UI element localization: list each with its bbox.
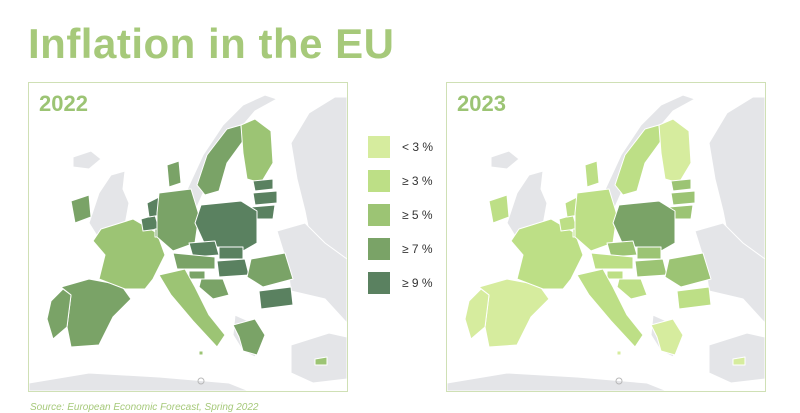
country-dk bbox=[166, 160, 182, 188]
panel-year-label: 2022 bbox=[39, 91, 88, 116]
legend-label: < 3 % bbox=[402, 140, 434, 154]
country-sk bbox=[218, 246, 244, 260]
legend-label: ≥ 5 % bbox=[402, 208, 433, 222]
eu-map-2022 bbox=[29, 94, 347, 391]
country-hu bbox=[216, 258, 250, 278]
country-hr bbox=[198, 278, 230, 300]
country-it bbox=[576, 268, 644, 348]
country-at bbox=[590, 252, 634, 270]
country-ie bbox=[488, 194, 510, 224]
source-note: Source: European Economic Forecast, Spri… bbox=[30, 402, 259, 413]
legend-item: ≥ 3 % bbox=[368, 170, 442, 194]
legend-swatch bbox=[368, 170, 390, 192]
legend-swatch bbox=[368, 136, 390, 158]
country-de bbox=[574, 188, 618, 252]
country-ro bbox=[664, 252, 712, 288]
country-fi bbox=[240, 118, 274, 184]
legend-item: ≥ 7 % bbox=[368, 238, 442, 262]
country-cy bbox=[732, 356, 746, 366]
country-gr bbox=[650, 318, 684, 356]
country-pl bbox=[612, 200, 676, 252]
country-mt bbox=[198, 350, 204, 356]
legend-swatch bbox=[368, 204, 390, 226]
country-es bbox=[478, 278, 550, 348]
country-sk bbox=[636, 246, 662, 260]
country-it bbox=[158, 268, 226, 348]
legend-item: < 3 % bbox=[368, 136, 442, 160]
country-ro bbox=[246, 252, 294, 288]
country-at bbox=[172, 252, 216, 270]
compass-icon bbox=[197, 377, 205, 385]
country-fi bbox=[658, 118, 692, 184]
country-bg bbox=[676, 286, 712, 310]
country-lv bbox=[252, 190, 278, 206]
country-si bbox=[606, 270, 624, 280]
legend-item: ≥ 5 % bbox=[368, 204, 442, 228]
country-pt bbox=[46, 288, 72, 340]
country-ee bbox=[252, 178, 274, 192]
country-pl bbox=[194, 200, 258, 252]
legend-swatch bbox=[368, 272, 390, 294]
legend-label: ≥ 9 % bbox=[402, 276, 433, 290]
compass-icon bbox=[615, 377, 623, 385]
legend-swatch bbox=[368, 238, 390, 260]
country-de bbox=[156, 188, 200, 252]
country-es bbox=[60, 278, 132, 348]
iceland-landmass bbox=[72, 150, 102, 170]
country-si bbox=[188, 270, 206, 280]
country-gr bbox=[232, 318, 266, 356]
country-pt bbox=[464, 288, 490, 340]
map-panel-2022: 2022 bbox=[28, 82, 348, 392]
panel-year-label: 2023 bbox=[457, 91, 506, 116]
africa-landmass bbox=[29, 372, 250, 391]
legend-label: ≥ 3 % bbox=[402, 174, 433, 188]
country-dk bbox=[584, 160, 600, 188]
page-title: Inflation in the EU bbox=[28, 20, 395, 67]
legend: < 3 % ≥ 3 % ≥ 5 % ≥ 7 % ≥ 9 % bbox=[368, 136, 442, 306]
iceland-landmass bbox=[490, 150, 520, 170]
country-ee bbox=[670, 178, 692, 192]
country-lv bbox=[670, 190, 696, 206]
legend-label: ≥ 7 % bbox=[402, 242, 433, 256]
country-hr bbox=[616, 278, 648, 300]
africa-landmass bbox=[447, 372, 668, 391]
map-panel-2023: 2023 bbox=[446, 82, 766, 392]
legend-item: ≥ 9 % bbox=[368, 272, 442, 296]
country-hu bbox=[634, 258, 668, 278]
country-ie bbox=[70, 194, 92, 224]
country-bg bbox=[258, 286, 294, 310]
eu-map-2023 bbox=[447, 94, 765, 391]
country-cy bbox=[314, 356, 328, 366]
country-mt bbox=[616, 350, 622, 356]
